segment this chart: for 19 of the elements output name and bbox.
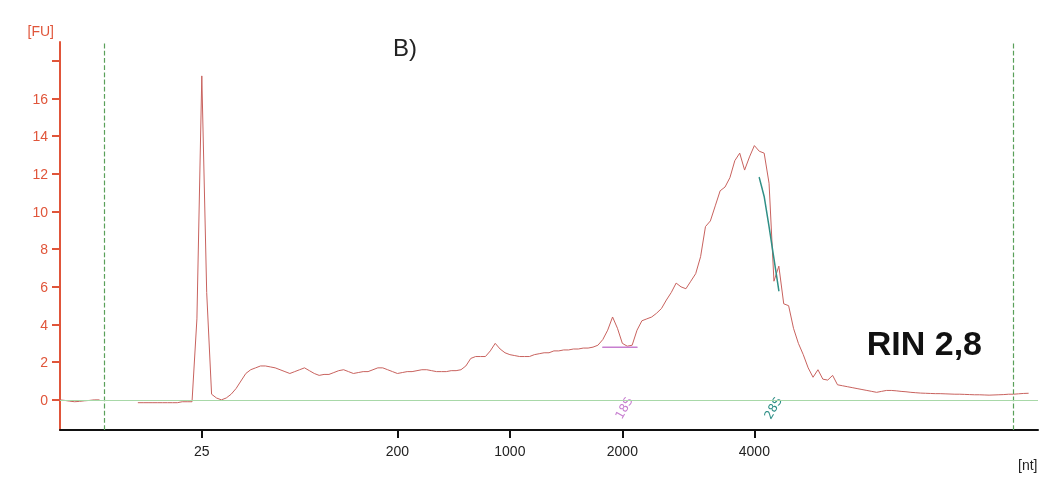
y-tick-label: 2 xyxy=(40,354,49,371)
x-tick-label: 200 xyxy=(385,443,410,459)
x-tick-label: 2000 xyxy=(606,443,639,459)
x-tick-label: 1000 xyxy=(494,443,526,459)
annotation: RIN 2,8 xyxy=(866,324,982,362)
y-tick-label: 14 xyxy=(32,128,49,145)
y-tick-label: 16 xyxy=(32,90,49,107)
y-tick-label: 8 xyxy=(40,241,49,258)
y-tick-label: 10 xyxy=(32,203,49,220)
y-axis-title: [FU] xyxy=(27,23,54,39)
y-tick-label: 0 xyxy=(40,391,49,408)
chart-title: B) xyxy=(393,33,417,61)
y-tick-label: 4 xyxy=(40,316,49,333)
y-tick-label: 12 xyxy=(32,165,49,182)
y-tick-label: 6 xyxy=(40,278,49,295)
x-axis-title: [nt] xyxy=(1018,457,1038,473)
x-tick-label: 25 xyxy=(194,443,210,459)
line-series xyxy=(758,176,780,292)
x-tick-label: 4000 xyxy=(738,443,771,459)
